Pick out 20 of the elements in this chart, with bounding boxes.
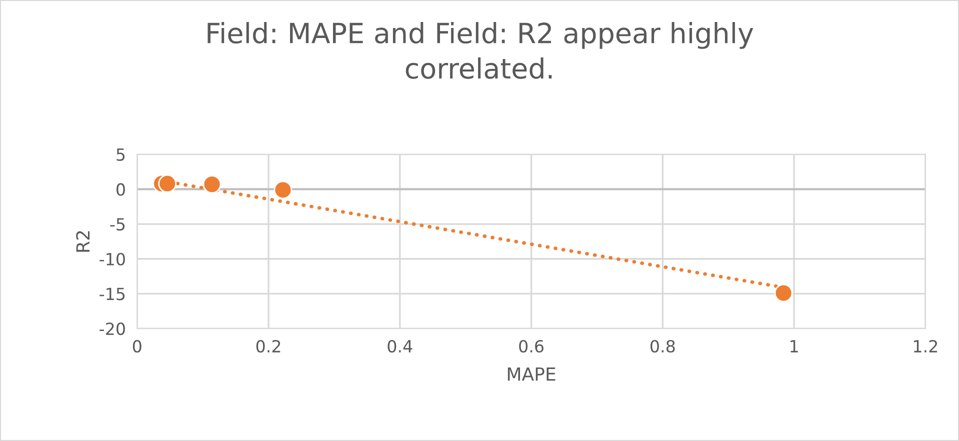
x-axis-title: MAPE [508, 367, 556, 381]
x-tick-label: 1 [790, 340, 798, 352]
chart-title: Field: MAPE and Field: R2 appear highly correlated. [208, 22, 754, 79]
y-tick-label: 0 [116, 183, 125, 196]
x-tick-label: 0 [132, 340, 142, 353]
x-tick-label: 0.8 [650, 340, 675, 353]
x-tick-label: 0.6 [519, 340, 544, 353]
y-tick-label: -10 [100, 252, 125, 266]
point [202, 175, 222, 194]
point [158, 174, 177, 193]
y-tick-label: -15 [100, 288, 125, 300]
x-tick-label: 0.2 [256, 340, 280, 353]
y-axis-title: R2 [76, 231, 90, 252]
y-tick-label: 5 [116, 148, 125, 161]
y-tick-label: -5 [110, 218, 125, 231]
point [274, 180, 292, 200]
point [774, 284, 793, 302]
x-tick-label: 1.2 [914, 340, 938, 352]
x-tick-label: 0.4 [388, 340, 412, 353]
y-tick-label: -20 [100, 322, 125, 336]
